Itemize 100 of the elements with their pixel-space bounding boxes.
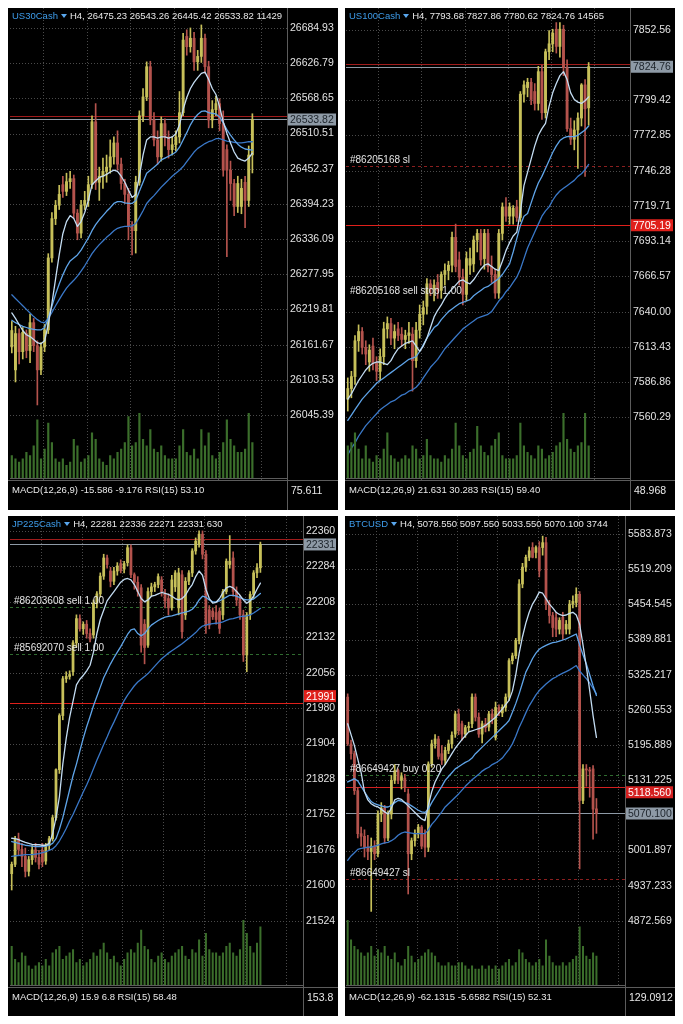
- bar: [360, 952, 363, 985]
- bar: [356, 949, 359, 985]
- bar: [423, 952, 426, 985]
- text: MACD(12,26,9) -15.586 -9.176 RSI(15) 53.10: [12, 484, 205, 496]
- bar: [243, 448, 247, 478]
- bar: [389, 455, 393, 478]
- chart-title: JP225Cash: [12, 518, 62, 529]
- y-tick-label: 5195.889: [628, 737, 672, 750]
- bar: [146, 949, 150, 985]
- chart-title: US30Cash: [12, 10, 58, 21]
- y-tick-label: 7586.86: [633, 374, 672, 387]
- y-tick-label: 26452.37: [290, 161, 334, 174]
- bar: [27, 965, 30, 985]
- y-tick-label: 22208: [306, 594, 336, 607]
- chart-title: US100Cash: [349, 10, 401, 21]
- bar: [211, 952, 214, 985]
- y-tick-label: 7799.42: [633, 93, 672, 106]
- bar: [44, 959, 47, 985]
- bar: [203, 445, 207, 478]
- y-tick-label: 5001.897: [628, 843, 672, 856]
- bar: [440, 965, 443, 985]
- bar: [524, 959, 527, 985]
- bar: [578, 926, 581, 985]
- bar: [548, 455, 551, 478]
- bar: [240, 452, 243, 478]
- y-tick-label: 22132: [306, 630, 336, 643]
- bar: [200, 429, 203, 478]
- bar: [467, 968, 470, 985]
- bar: [152, 448, 156, 478]
- bar: [346, 445, 349, 478]
- bar: [561, 962, 564, 985]
- bar: [357, 448, 360, 478]
- bar: [116, 452, 119, 478]
- bar: [487, 965, 490, 985]
- bar: [504, 458, 508, 478]
- bar: [491, 968, 494, 985]
- bar: [481, 965, 484, 985]
- bar: [363, 955, 366, 985]
- y-tick-label: 5454.545: [628, 597, 672, 610]
- bar: [497, 432, 500, 478]
- bar: [508, 458, 511, 478]
- y-tick-label: 5389.881: [628, 632, 672, 645]
- y-tick-label: 7772.85: [633, 128, 672, 141]
- bar: [376, 949, 379, 985]
- bar: [10, 455, 13, 478]
- bar: [72, 439, 75, 478]
- bar: [528, 962, 531, 985]
- bar: [484, 968, 487, 985]
- bar: [120, 448, 123, 478]
- chart-subtitle: H4, 26475.23 26543.26 26445.42 26533.82 11429: [69, 10, 283, 21]
- bar: [436, 458, 439, 478]
- bar: [127, 416, 130, 478]
- bar: [133, 952, 136, 985]
- bar: [182, 429, 185, 478]
- bar: [177, 949, 180, 985]
- ref-line-label: 26533.82: [290, 112, 334, 125]
- bar: [474, 968, 477, 985]
- bar: [468, 452, 472, 478]
- bar: [427, 949, 430, 985]
- y-tick-label: 7560.29: [633, 410, 672, 423]
- bar: [504, 962, 507, 985]
- bar: [461, 455, 464, 478]
- y-tick-label: 22056: [306, 665, 336, 678]
- bar: [386, 432, 389, 478]
- bar: [444, 965, 447, 985]
- y-tick-label: 7746.28: [633, 163, 672, 176]
- bar: [443, 455, 446, 478]
- y-tick-label: 4872.569: [628, 913, 672, 926]
- bar: [228, 942, 231, 985]
- bar: [565, 965, 568, 985]
- bar: [170, 955, 173, 985]
- bar: [112, 955, 115, 985]
- y-tick-label: 26626.79: [290, 56, 334, 69]
- ref-line-label: 21991: [306, 689, 336, 702]
- y-tick-label: 7693.14: [633, 234, 672, 247]
- bar: [518, 949, 521, 985]
- ref-line-label: 5118.560: [628, 785, 672, 798]
- y-tick-label: 7719.71: [633, 198, 672, 211]
- bar: [537, 445, 540, 478]
- bar: [407, 946, 410, 985]
- bar: [440, 461, 443, 478]
- text: MACD(12,26,9) 21.631 30.283 RSI(15) 59.40: [349, 484, 541, 496]
- bar: [464, 965, 467, 985]
- bar: [225, 946, 228, 985]
- bar: [92, 952, 95, 985]
- bar: [242, 920, 245, 985]
- bar: [163, 455, 166, 478]
- bar: [245, 933, 248, 985]
- bar: [415, 448, 418, 478]
- bar: [508, 959, 511, 985]
- bar: [400, 965, 403, 985]
- bar: [14, 458, 17, 478]
- bar: [68, 952, 71, 985]
- bar: [20, 952, 23, 985]
- y-tick-label: 5131.225: [628, 773, 672, 786]
- bar: [471, 965, 474, 985]
- bar: [501, 965, 504, 985]
- text: MACD(12,26,9) -62.1315 -5.6582 RSI(15) 52.31: [349, 991, 552, 1003]
- bar: [521, 952, 524, 985]
- y-tick-label: 7640.00: [633, 304, 672, 317]
